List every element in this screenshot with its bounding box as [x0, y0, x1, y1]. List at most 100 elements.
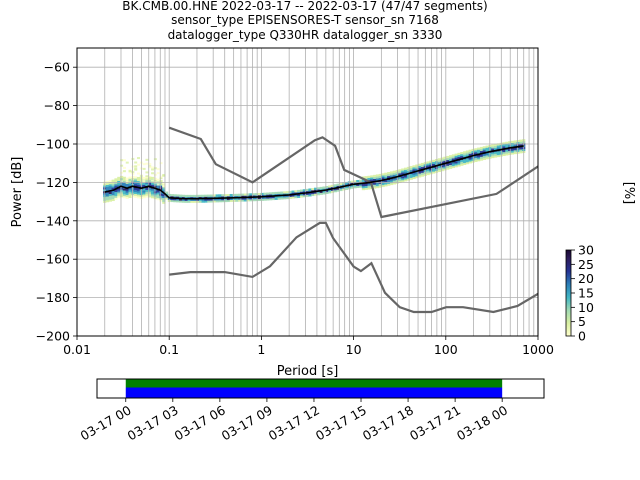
- density-cell: [392, 174, 396, 177]
- density-cell: [516, 151, 520, 154]
- density-cell: [401, 168, 405, 171]
- density-cell: [148, 193, 152, 196]
- density-cell: [125, 191, 129, 194]
- density-cell: [437, 169, 441, 173]
- density-cell: [519, 139, 523, 142]
- density-cell: [151, 179, 155, 182]
- density-cell: [513, 148, 517, 151]
- density-cell: [344, 185, 349, 188]
- density-cell: [418, 163, 422, 166]
- density-cell: [505, 141, 509, 144]
- density-cell: [384, 176, 388, 179]
- density-cell: [229, 199, 233, 202]
- density-cell: [493, 147, 498, 150]
- density-cell: [142, 190, 146, 193]
- density-cell: [224, 194, 228, 197]
- density-cell: [491, 155, 495, 159]
- density-cell: [516, 140, 520, 143]
- density-cell: [330, 188, 335, 191]
- density-cell: [516, 141, 520, 145]
- density-cell: [280, 197, 284, 200]
- density-cell: [117, 192, 121, 195]
- density-cell: [184, 198, 188, 201]
- density-cell: [210, 198, 214, 201]
- timeline-frame: [96, 378, 545, 399]
- density-cell: [120, 175, 124, 179]
- density-cell: [145, 181, 149, 185]
- density-cell: [257, 193, 262, 196]
- density-cell: [117, 196, 121, 199]
- density-cell: [195, 200, 200, 203]
- density-cell: [150, 182, 155, 185]
- density-cell: [406, 178, 411, 181]
- colorbar-tick-label: 30: [578, 243, 594, 258]
- density-cell: [122, 188, 127, 191]
- density-cell: [176, 196, 180, 199]
- density-cell: [454, 165, 458, 168]
- density-cell: [159, 162, 163, 165]
- density-cell: [502, 142, 506, 145]
- density-cell: [513, 140, 517, 143]
- density-cell: [128, 189, 132, 193]
- density-cell: [325, 187, 329, 191]
- density-cell: [305, 188, 309, 192]
- density-cell: [274, 193, 278, 197]
- new-low-noise-model-curve: [169, 221, 538, 314]
- density-cell: [108, 180, 112, 183]
- density-cell: [125, 177, 129, 180]
- density-cell: [316, 191, 321, 194]
- timeline-tick-label: 03-17 12: [266, 402, 322, 443]
- density-cell: [479, 148, 484, 152]
- density-cell: [311, 188, 315, 191]
- density-cell: [308, 194, 312, 197]
- density-cell: [128, 184, 132, 187]
- density-cell: [294, 194, 298, 197]
- density-cell: [465, 152, 470, 155]
- density-cell: [482, 146, 486, 149]
- density-cell: [285, 194, 290, 198]
- density-cell: [465, 158, 470, 161]
- density-cell: [184, 200, 188, 203]
- density-cell: [384, 184, 388, 187]
- density-cell: [406, 168, 411, 172]
- density-cell: [384, 180, 388, 183]
- density-cell: [176, 198, 180, 201]
- density-cell: [173, 196, 177, 199]
- density-cell: [159, 182, 163, 185]
- density-cell: [156, 197, 160, 201]
- density-cell: [221, 196, 225, 199]
- density-cell: [173, 194, 177, 197]
- y-tick-label: −200: [36, 329, 70, 344]
- density-cell: [401, 178, 405, 181]
- density-cell: [415, 164, 419, 167]
- density-cell: [145, 175, 149, 178]
- density-cell: [285, 193, 290, 196]
- density-cell: [502, 151, 506, 155]
- density-cell: [311, 191, 315, 195]
- density-cell: [437, 160, 441, 163]
- density-cell: [322, 186, 326, 189]
- density-cell: [491, 144, 495, 147]
- density-cell: [142, 194, 146, 197]
- density-cell: [162, 186, 166, 189]
- density-cell: [502, 144, 506, 147]
- density-cell: [429, 168, 433, 171]
- y-tick-label: −100: [36, 137, 70, 152]
- title-line-1: BK.CMB.00.HNE 2022-03-17 -- 2022-03-17 (…: [122, 0, 487, 13]
- density-cell: [134, 180, 138, 183]
- density-cell: [156, 190, 160, 193]
- density-cell: [125, 185, 129, 188]
- density-cell: [505, 143, 509, 146]
- density-cell: [449, 158, 453, 162]
- density-cell: [145, 183, 149, 187]
- density-cell: [294, 195, 298, 199]
- density-cell: [449, 155, 453, 158]
- density-cell: [136, 172, 140, 175]
- density-cell: [226, 195, 231, 199]
- density-cell: [257, 198, 262, 202]
- density-cell: [392, 182, 396, 185]
- density-cell: [111, 185, 115, 188]
- density-cell: [187, 200, 191, 203]
- density-cell: [153, 189, 157, 192]
- x-axis-ticks: 0.01 0.1 1 10 100 1000: [63, 336, 554, 357]
